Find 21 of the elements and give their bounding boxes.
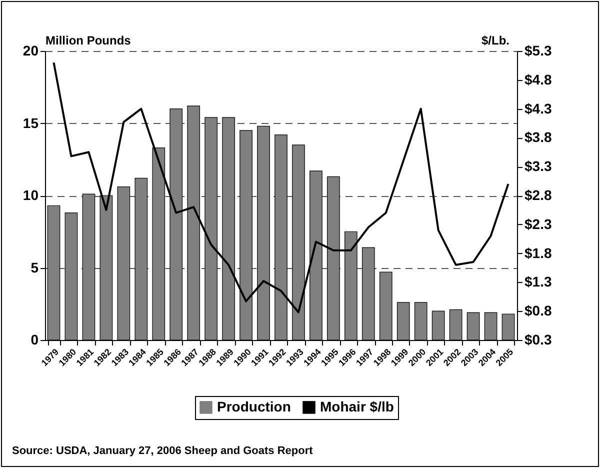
y2-tick-label: $1.3 — [524, 274, 552, 290]
y2-tick-label: $4.3 — [524, 100, 552, 116]
y-tick-label: 20 — [22, 42, 39, 58]
y2-tick-label: $3.3 — [524, 158, 552, 174]
y-tick-label: 15 — [22, 114, 39, 131]
y-axis-title: Million Pounds — [46, 34, 132, 48]
y-tick-label: 10 — [22, 187, 39, 203]
legend-label: Mohair $/lb — [320, 398, 394, 414]
y-tick-label: 5 — [30, 259, 39, 276]
source-note: Source: USDA, January 27, 2006 Sheep and Goats Report — [12, 445, 313, 457]
y2-tick-label: $0.8 — [524, 302, 552, 319]
y2-axis-title: $/Lb. — [481, 34, 510, 48]
legend-label: Production — [217, 398, 291, 414]
y2-tick-label: $0.3 — [524, 332, 552, 348]
y2-tick-label: $2.8 — [524, 187, 552, 203]
y2-tick-label: $1.8 — [524, 244, 552, 261]
y2-tick-label: $5.3 — [524, 42, 552, 58]
y2-tick-label: $2.3 — [524, 216, 552, 232]
y-tick-label: 0 — [30, 332, 39, 348]
y2-tick-label: $4.8 — [524, 71, 552, 88]
y2-tick-label: $3.8 — [524, 129, 552, 146]
